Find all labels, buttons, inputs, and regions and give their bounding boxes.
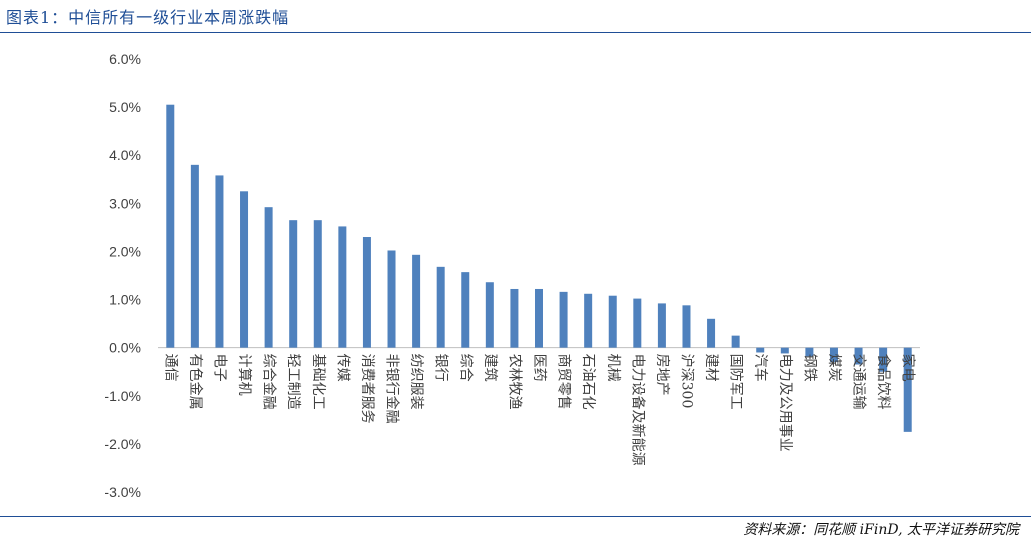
bar [190, 164, 199, 348]
category-label: 传媒 [334, 354, 350, 382]
category-label: 石油石化 [580, 354, 596, 410]
category-label: 综合金融 [261, 354, 277, 410]
category-label: 计算机 [236, 354, 252, 396]
category-label: 消费者服务 [359, 354, 375, 424]
figure-title: 图表1：中信所有一级行业本周涨跌幅 [6, 8, 290, 27]
category-label: 国防军工 [728, 354, 744, 410]
category-label: 交通运输 [851, 354, 868, 410]
bar [535, 288, 543, 348]
category-label: 汽车 [752, 354, 769, 382]
category-label: 非银行金融 [384, 354, 400, 424]
bar [240, 191, 249, 348]
category-label: 钢铁 [801, 354, 817, 382]
category-label: 煤炭 [826, 354, 842, 382]
y-tick-label: 5.0% [109, 99, 141, 115]
y-tick-label: 2.0% [109, 243, 141, 259]
top-rule [0, 32, 1031, 33]
category-label: 房地产 [654, 354, 670, 396]
category-label: 电力及公用事业 [777, 354, 793, 452]
category-label: 食品饮料 [875, 354, 892, 410]
bar [362, 237, 371, 348]
y-tick-label: -2.0% [104, 436, 141, 452]
bar [903, 347, 912, 432]
bar [436, 266, 445, 348]
bar [412, 254, 421, 348]
bar [879, 347, 888, 372]
bar [584, 293, 593, 348]
bar [756, 347, 765, 353]
bar [461, 272, 470, 348]
bar [264, 207, 273, 348]
bar [166, 104, 175, 348]
bar [633, 298, 642, 348]
category-label: 沪深300 [678, 354, 694, 409]
bar [707, 318, 716, 348]
bar [215, 175, 224, 348]
category-label: 电子 [211, 354, 227, 382]
category-label: 医药 [531, 354, 547, 382]
category-label: 银行 [433, 354, 449, 382]
bar [510, 288, 519, 348]
y-tick-label: 3.0% [109, 195, 141, 211]
category-label: 基础化工 [310, 354, 327, 410]
bar [289, 220, 298, 348]
y-tick-label: -1.0% [104, 388, 141, 404]
y-tick-label: 6.0% [109, 51, 141, 67]
bar [313, 220, 322, 348]
bar [485, 282, 494, 348]
category-label: 商贸零售 [556, 354, 572, 410]
y-tick-label: 0.0% [109, 340, 141, 356]
category-label: 电力设备及新能源 [629, 354, 646, 466]
y-tick-label: 4.0% [109, 147, 141, 163]
bar [338, 226, 347, 348]
bar [829, 347, 838, 363]
y-tick-label: 1.0% [109, 292, 141, 308]
category-label: 有色金属 [187, 354, 204, 410]
category-label: 纺织服装 [408, 354, 424, 410]
category-label: 轻工制造 [285, 354, 301, 410]
category-label: 建材 [703, 354, 719, 382]
bar [682, 305, 691, 348]
category-label: 综合 [457, 354, 473, 382]
category-label: 家电 [900, 354, 917, 382]
bar [559, 291, 568, 348]
bottom-rule [0, 516, 1031, 517]
source-note: 资料来源：同花顺 iFinD, 太平洋证券研究院 [743, 522, 1019, 538]
category-label: 机械 [605, 354, 621, 382]
category-label: 建筑 [482, 354, 498, 382]
bar [780, 347, 789, 354]
bar [805, 347, 814, 357]
bar [731, 335, 740, 348]
bar [608, 295, 617, 348]
category-label: 农林牧渔 [506, 354, 522, 410]
bar [387, 250, 396, 348]
bar [657, 303, 666, 348]
bar [854, 347, 863, 365]
y-tick-label: -3.0% [104, 484, 141, 500]
category-label: 通信 [162, 354, 178, 382]
